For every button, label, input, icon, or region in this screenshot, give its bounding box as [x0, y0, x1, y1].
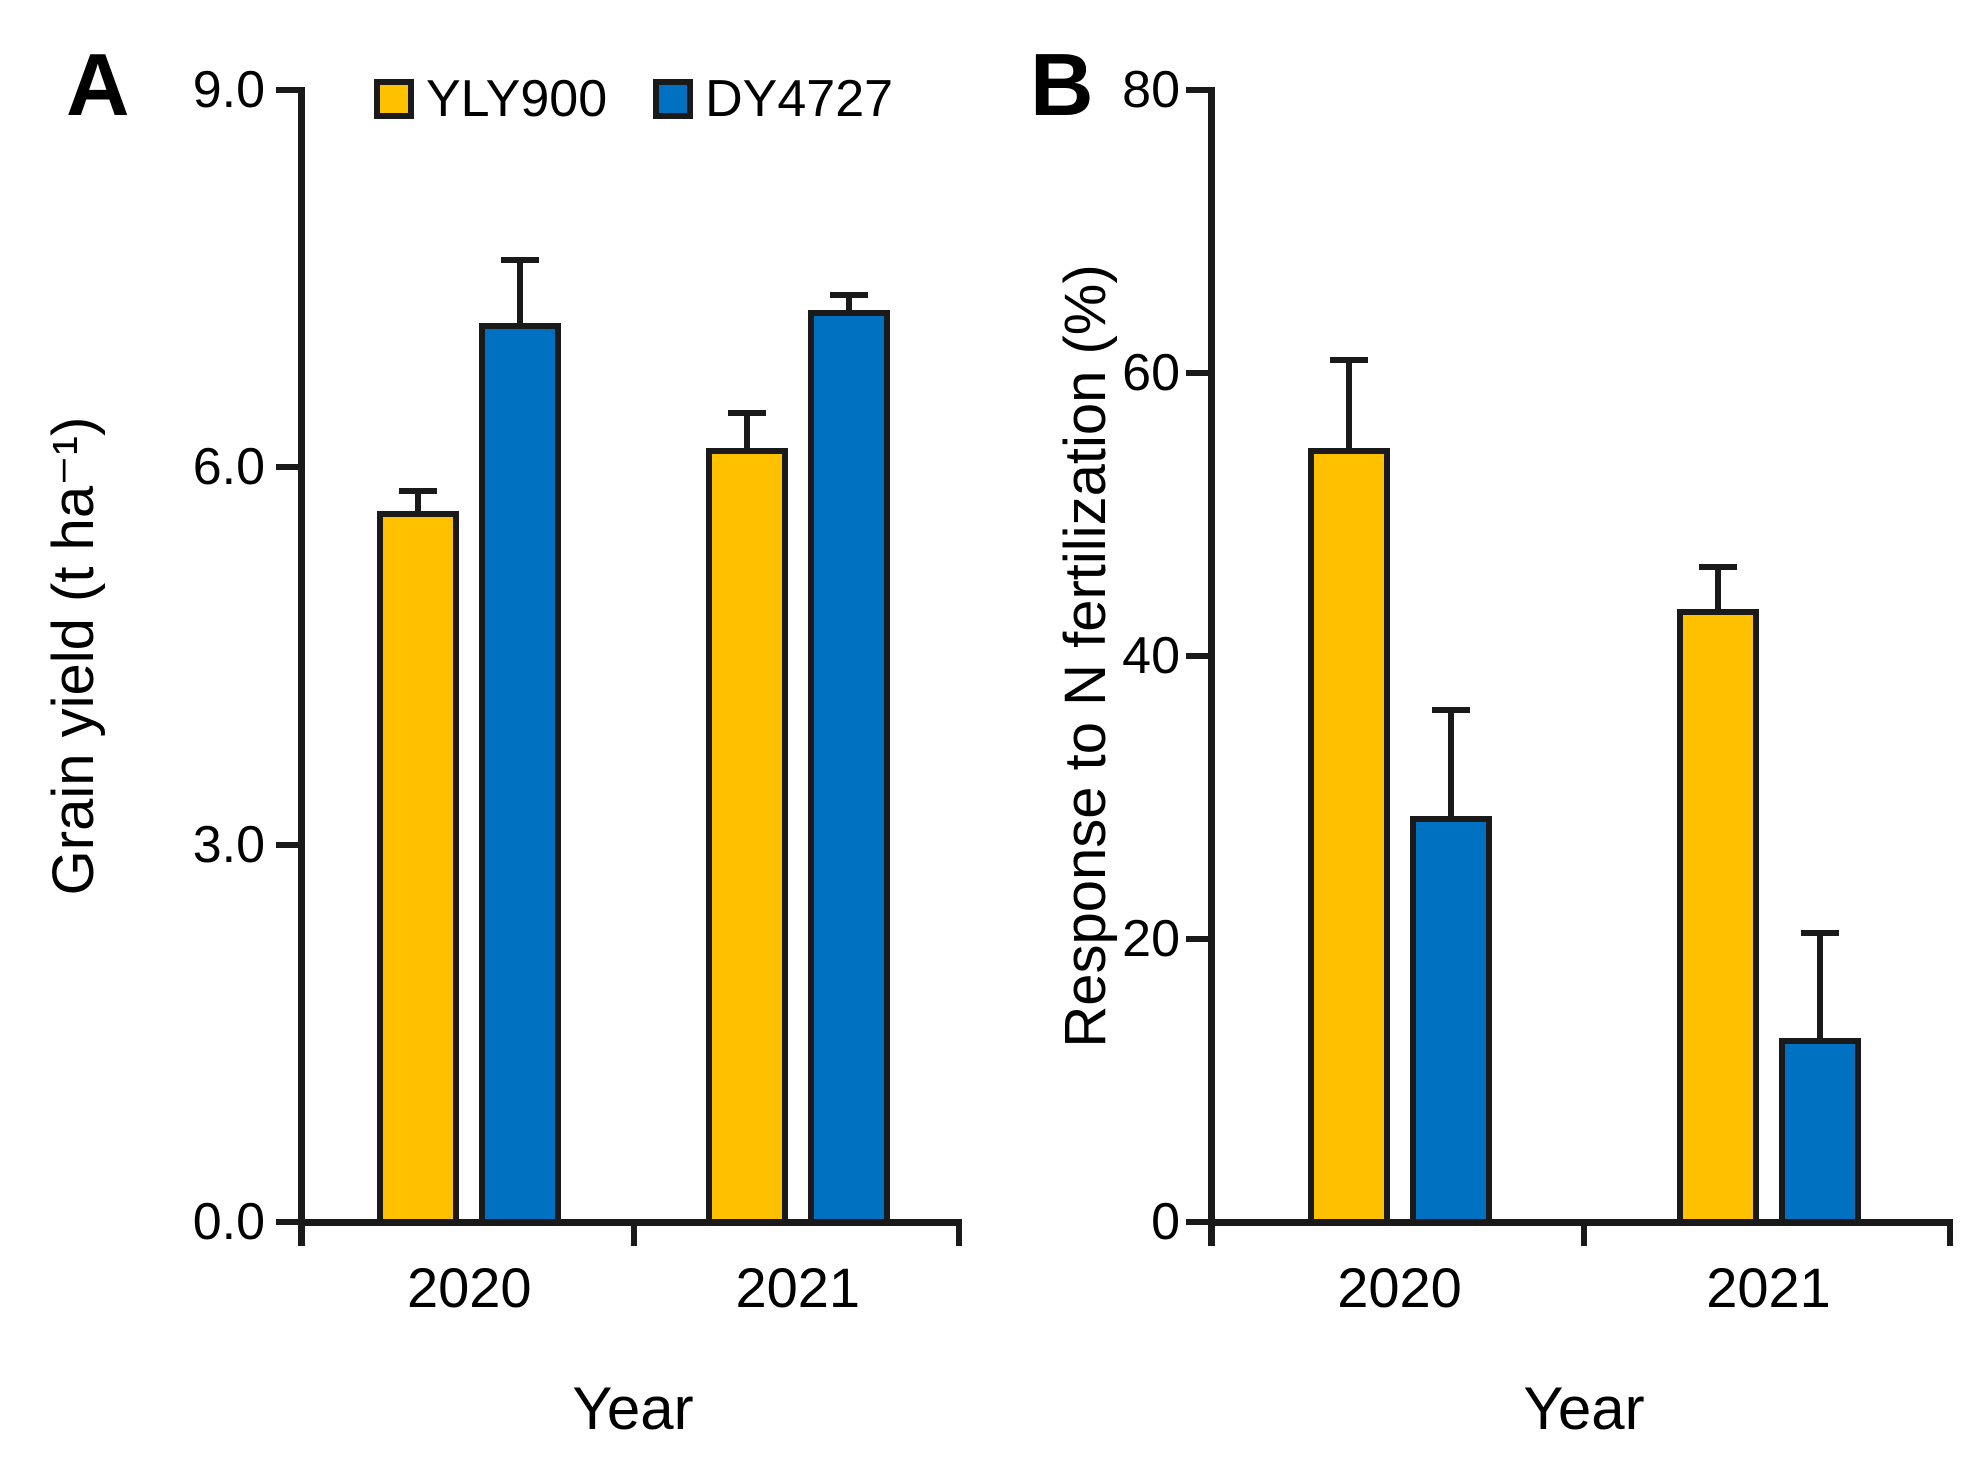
panel-letter-b: B [1030, 35, 1094, 134]
x-axis-title-b: Year [1523, 1375, 1645, 1442]
panel-a-error-bar-YLY900-2021 [743, 413, 750, 449]
panel-b-y-tick-label-0: 0 [1151, 1193, 1180, 1251]
panel-a-x-axis-line [298, 1219, 962, 1226]
panel-letter-a: A [66, 35, 130, 134]
panel-b-error-bar-DY4727-2021 [1816, 933, 1823, 1039]
panel-a-x-tick-1 [630, 1222, 637, 1246]
panel-a-y-tick-9.0 [276, 87, 298, 93]
panel-b-error-bar-YLY900-2021 [1714, 566, 1721, 610]
legend-label-yly900: YLY900 [425, 70, 608, 128]
panel-a-bar-DY4727-2020 [479, 322, 562, 1226]
panel-a-y-tick-label-9.0: 9.0 [192, 61, 265, 119]
panel-b-y-tick-60 [1186, 370, 1208, 376]
x-axis-title-a: Year [572, 1375, 694, 1442]
panel-b-x-tick-1 [1581, 1222, 1587, 1246]
panel-a-bar-YLY900-2020 [377, 511, 460, 1226]
legend-label-dy4727: DY4727 [705, 70, 894, 128]
legend-swatch-yly900 [373, 79, 414, 119]
panel-b-error-cap-YLY900-2020 [1329, 357, 1368, 364]
panel-b-bar-YLY900-2021 [1676, 609, 1759, 1226]
panel-a-y-tick-label-0.0: 0.0 [192, 1193, 265, 1251]
panel-b-y-tick-20 [1186, 936, 1208, 942]
panel-b-y-tick-label-40: 40 [1122, 627, 1180, 685]
panel-b-bar-DY4727-2020 [1409, 815, 1492, 1226]
legend: YLY900 DY4727 [305, 66, 962, 132]
panel-b-category-label-2020: 2020 [1337, 1256, 1462, 1319]
panel-b-x-tick-2 [1947, 1222, 1953, 1246]
panel-b-error-bar-DY4727-2020 [1447, 709, 1454, 816]
panel-a-y-tick-6.0 [276, 464, 298, 471]
panel-a-error-bar-DY4727-2021 [845, 295, 852, 311]
panel-a-category-label-2020: 2020 [406, 1256, 532, 1319]
panel-a-y-tick-label-3.0: 3.0 [192, 815, 265, 874]
panel-b-category-label-2021: 2021 [1706, 1256, 1831, 1319]
panel-a-category-label-2021: 2021 [735, 1256, 861, 1319]
panel-a-y-tick-0.0 [276, 1219, 298, 1225]
panel-a-y-tick-label-6.0: 6.0 [192, 438, 265, 497]
panel-b-y-tick-label-80: 80 [1122, 61, 1180, 119]
legend-item-dy4727: DY4727 [653, 71, 893, 127]
panel-b-bar-YLY900-2020 [1307, 447, 1390, 1226]
panel-a-x-tick-2 [956, 1222, 962, 1246]
legend-swatch-dy4727 [653, 79, 694, 119]
panel-b-y-tick-label-60: 60 [1122, 344, 1180, 402]
panel-a-error-bar-YLY900-2020 [415, 491, 422, 512]
panel-a-error-cap-YLY900-2021 [727, 410, 766, 417]
panel-b-error-cap-YLY900-2021 [1698, 563, 1737, 570]
panel-b-y-tick-0 [1186, 1219, 1208, 1225]
panel-a-y-axis-line [298, 87, 305, 1246]
panel-b-x-axis-line [1208, 1219, 1953, 1226]
panel-b-y-axis-line [1208, 87, 1215, 1246]
panel-b-y-tick-40 [1186, 653, 1208, 659]
panel-a-error-cap-YLY900-2020 [399, 488, 438, 495]
panel-b-bar-DY4727-2021 [1778, 1038, 1861, 1226]
panel-b-y-tick-label-20: 20 [1122, 910, 1180, 968]
panel-a-error-cap-DY4727-2021 [829, 292, 868, 299]
panel-b-y-tick-80 [1186, 87, 1208, 93]
panel-a-error-bar-DY4727-2020 [517, 259, 524, 323]
panel-a-bar-YLY900-2021 [705, 448, 788, 1226]
panel-b-error-cap-DY4727-2021 [1800, 930, 1839, 937]
panel-a-bar-DY4727-2021 [807, 310, 890, 1226]
panel-b-error-bar-YLY900-2020 [1345, 360, 1352, 448]
panel-b-error-cap-DY4727-2020 [1431, 706, 1470, 713]
panel-a-y-tick-3.0 [276, 841, 298, 848]
legend-item-yly900: YLY900 [373, 70, 608, 128]
panel-a-error-cap-DY4727-2020 [501, 256, 540, 263]
